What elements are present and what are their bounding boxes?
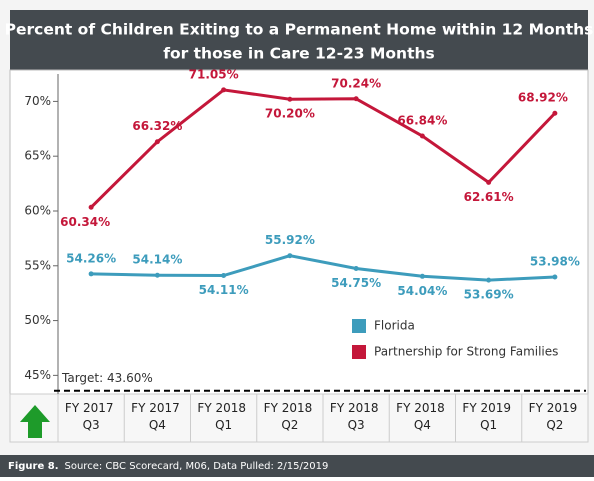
legend-swatch <box>352 319 366 333</box>
point <box>287 253 293 259</box>
category-row <box>9 393 589 443</box>
x-tick-line: Q1 <box>215 418 232 432</box>
up-arrow-icon <box>20 405 50 438</box>
x-tick-line: FY 2018 <box>396 401 448 415</box>
value-label: 55.92% <box>265 233 315 247</box>
point <box>419 133 425 139</box>
x-tick-line: Q4 <box>414 418 431 432</box>
x-tick-line: FY 2018 <box>197 401 249 415</box>
point <box>88 271 94 277</box>
point <box>154 272 160 278</box>
value-label: 70.24% <box>331 76 381 90</box>
x-tick-line: FY 2017 <box>65 401 117 415</box>
y-tick-label: 70% <box>24 94 51 108</box>
series-line <box>90 88 556 209</box>
x-tick-label: FY 2018 Q1 <box>197 401 249 432</box>
series-line <box>91 254 555 282</box>
x-tick-line: FY 2018 <box>264 401 316 415</box>
value-label: 71.05% <box>189 67 239 81</box>
x-tick-label: FY 2018 Q4 <box>396 401 448 432</box>
y-tick-label: 50% <box>24 313 51 327</box>
x-tick-line: Q2 <box>281 418 298 432</box>
footer: Figure 8. Source: CBC Scorecard, M06, Dat… <box>8 461 328 472</box>
x-tick-line: FY 2019 <box>529 401 581 415</box>
source: Source: CBC Scorecard, M06, Data Pulled:… <box>65 461 329 472</box>
title-bar <box>10 10 588 70</box>
value-label: 54.11% <box>199 283 249 297</box>
x-tick-line: FY 2018 <box>330 401 382 415</box>
value-label: 66.32% <box>132 119 182 133</box>
y-tick-label: 45% <box>24 368 51 382</box>
point <box>552 274 558 280</box>
x-tick-line: Q1 <box>480 418 497 432</box>
value-label: 54.14% <box>132 253 182 267</box>
figure-label: Figure 8. <box>8 461 59 472</box>
x-tick-line: FY 2017 <box>131 401 183 415</box>
point <box>353 96 359 102</box>
point <box>88 204 94 210</box>
y-tick-label: 65% <box>24 149 51 163</box>
legend-label: Partnership for Strong Families <box>374 345 558 359</box>
y-tick-label: 60% <box>24 203 51 217</box>
x-tick-line: Q4 <box>149 418 166 432</box>
x-tick-label: FY 2019 Q2 <box>529 401 581 432</box>
value-label: 70.20% <box>265 107 315 121</box>
point <box>287 96 293 102</box>
x-tick-line: Q2 <box>546 418 563 432</box>
chart-title: Percent of Children Exiting to a Permane… <box>5 21 594 39</box>
x-tick-line: FY 2019 <box>462 401 514 415</box>
x-tick-label: FY 2018 Q2 <box>264 401 316 432</box>
x-tick-label: FY 2017 Q3 <box>65 401 117 432</box>
value-label: 54.26% <box>66 251 116 265</box>
value-label: 53.98% <box>530 254 580 268</box>
point <box>221 273 227 279</box>
point <box>221 87 227 93</box>
target-label: Target: 43.60% <box>61 371 153 385</box>
x-tick-label: FY 2017 Q4 <box>131 401 183 432</box>
point <box>486 179 492 185</box>
value-label: 66.84% <box>397 114 447 128</box>
footer-bar <box>0 455 594 477</box>
y-tick-label: 55% <box>24 258 51 272</box>
point <box>154 139 160 145</box>
value-label: 60.34% <box>60 215 110 229</box>
point <box>353 266 359 272</box>
value-label: 53.69% <box>464 288 514 302</box>
x-tick-label: FY 2018 Q3 <box>330 401 382 432</box>
x-tick-line: Q3 <box>348 418 365 432</box>
legend-label: Florida <box>374 319 415 333</box>
point <box>486 277 492 283</box>
legend-swatch <box>352 345 366 359</box>
value-label: 62.61% <box>464 190 514 204</box>
point <box>552 110 558 116</box>
point <box>419 273 425 279</box>
chart-title: for those in Care 12-23 Months <box>163 45 435 63</box>
value-label: 68.92% <box>518 91 568 105</box>
value-label: 54.75% <box>331 276 381 290</box>
x-tick-line: Q3 <box>83 418 100 432</box>
x-tick-label: FY 2019 Q1 <box>462 401 514 432</box>
value-label: 54.04% <box>397 284 447 298</box>
